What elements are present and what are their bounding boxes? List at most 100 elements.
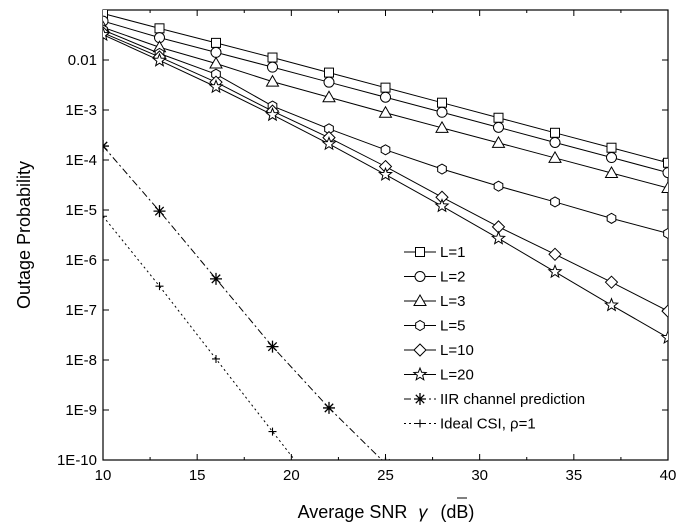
series-line — [103, 34, 668, 339]
marker-hexagon — [606, 212, 617, 224]
marker-plus — [268, 427, 277, 436]
axis-ticks: 10 15 20 25 30 35 40 0.01 1E-3 1E-4 1E-5 1E-6 1E-7 1E… — [57, 10, 676, 484]
legend-label: L=2 — [440, 269, 465, 286]
legend-item: L=10 — [404, 342, 474, 359]
legend-item: L=1 — [404, 244, 465, 261]
marker-circle — [323, 76, 335, 88]
marker-star — [208, 79, 224, 94]
x-tick-label: 25 — [377, 467, 394, 484]
marker-star — [491, 230, 506, 245]
marker-asterisk — [266, 340, 279, 353]
marker-diamond — [413, 343, 427, 357]
legend-item: L=3 — [404, 293, 465, 310]
series-3 — [103, 24, 668, 240]
marker-triangle — [265, 74, 280, 87]
series-line — [103, 215, 296, 460]
marker-circle — [662, 167, 668, 179]
marker-hexagon — [415, 319, 425, 332]
marker-plus — [416, 419, 424, 428]
marker-triangle — [548, 150, 562, 163]
y-tick-label: 1E-7 — [65, 302, 97, 319]
legend-label: L=3 — [440, 293, 465, 310]
legend: L=1 L=2 L=3 L=5 L=10 L=20 IIR channel predicti… — [404, 244, 585, 433]
marker-hexagon — [550, 196, 560, 208]
marker-asterisk — [103, 140, 109, 153]
marker-star — [412, 366, 428, 381]
marker-triangle — [604, 165, 619, 178]
legend-item: L=2 — [404, 269, 465, 286]
marker-square — [493, 112, 504, 123]
marker-square — [606, 142, 617, 153]
series-line — [103, 29, 668, 234]
marker-square — [663, 157, 668, 168]
legend-label: L=10 — [440, 342, 474, 359]
marker-circle — [493, 121, 504, 133]
marker-triangle — [378, 105, 393, 118]
y-tick-label: 1E-3 — [65, 102, 97, 119]
marker-square — [211, 37, 221, 48]
y-tick-label: 1E-4 — [65, 152, 97, 169]
y-axis-title: Outage Probability — [14, 161, 34, 309]
marker-star — [378, 166, 393, 181]
legend-label: L=5 — [440, 318, 465, 335]
x-axis-title: Average SNR γ (dB) — [298, 502, 475, 522]
marker-hexagon — [493, 180, 504, 192]
marker-triangle — [413, 293, 427, 306]
marker-plus — [212, 354, 220, 363]
marker-star — [547, 263, 563, 279]
x-axis-title-label: Average SNR — [298, 502, 408, 522]
marker-star — [265, 106, 280, 122]
marker-triangle — [661, 181, 668, 194]
series-0 — [103, 10, 668, 168]
legend-item: L=20 — [404, 367, 474, 384]
series-line — [103, 145, 383, 460]
marker-circle — [267, 61, 278, 73]
y-tick-label: 1E-8 — [65, 352, 97, 369]
series-2 — [103, 20, 668, 194]
marker-plus — [155, 282, 164, 291]
y-tick-label: 1E-6 — [65, 252, 97, 269]
marker-asterisk — [210, 272, 222, 285]
marker-star — [434, 198, 450, 213]
legend-item: Ideal CSI, ρ=1 — [404, 416, 536, 433]
series-7 — [103, 212, 296, 460]
x-axis-title-unit: (dB) — [440, 502, 474, 522]
marker-star — [321, 136, 337, 151]
marker-circle — [549, 136, 561, 148]
legend-label: IIR channel prediction — [440, 391, 585, 408]
marker-circle — [606, 152, 617, 164]
x-tick-label: 15 — [189, 467, 206, 484]
y-tick-label: 1E-5 — [65, 202, 97, 219]
marker-circle — [414, 271, 426, 282]
y-tick-label: 0.01 — [68, 52, 97, 69]
marker-triangle — [491, 135, 506, 148]
marker-square — [380, 82, 391, 93]
series-layer — [103, 10, 668, 460]
y-tick-label: 1E-9 — [65, 402, 97, 419]
marker-diamond — [604, 275, 619, 289]
marker-triangle — [209, 56, 223, 69]
x-tick-label: 20 — [283, 467, 300, 484]
marker-star — [660, 329, 668, 345]
marker-square — [324, 67, 334, 78]
series-5 — [103, 26, 668, 345]
legend-label: L=20 — [440, 367, 474, 384]
series-1 — [103, 15, 668, 179]
x-tick-label: 35 — [565, 467, 582, 484]
marker-hexagon — [380, 144, 391, 156]
legend-label: Ideal CSI, ρ=1 — [440, 416, 536, 433]
marker-diamond — [548, 247, 562, 262]
legend-item: IIR channel prediction — [404, 391, 585, 408]
marker-square — [437, 97, 447, 108]
x-axis-title-symbol: γ — [418, 502, 428, 522]
marker-star — [152, 52, 167, 67]
marker-triangle — [435, 120, 449, 133]
legend-item: L=5 — [404, 318, 465, 335]
marker-plus — [103, 212, 107, 221]
marker-star — [103, 26, 111, 42]
x-tick-label: 40 — [660, 467, 677, 484]
legend-label: L=1 — [440, 244, 465, 261]
y-tick-label: 1E-10 — [57, 452, 97, 469]
marker-square — [415, 247, 425, 257]
marker-diamond — [661, 304, 668, 318]
